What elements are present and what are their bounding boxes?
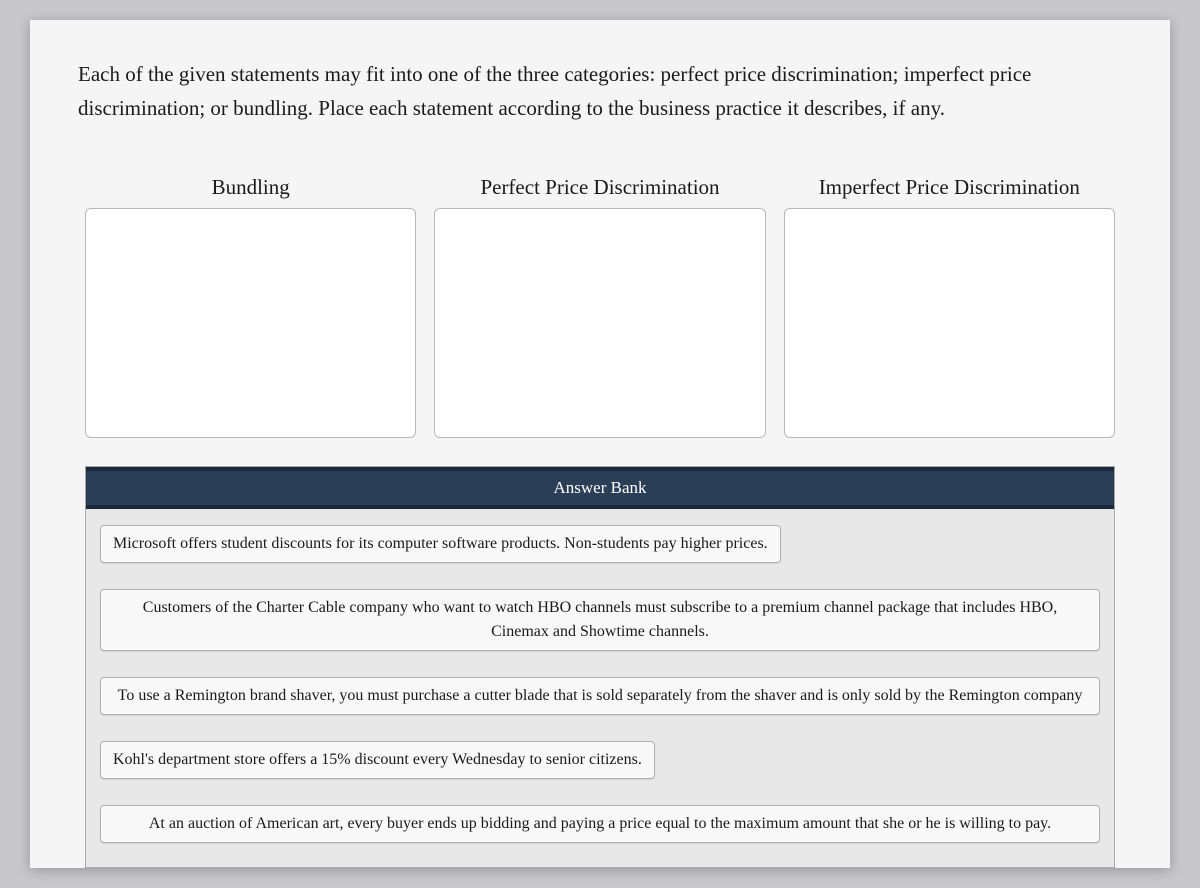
bank-row: Microsoft offers student discounts for i… (100, 525, 1100, 563)
dropzone-bundling[interactable] (85, 208, 416, 438)
bank-item-remington[interactable]: To use a Remington brand shaver, you mus… (100, 677, 1100, 715)
question-page: Each of the given statements may fit int… (30, 20, 1170, 868)
dropzone-imperfect[interactable] (784, 208, 1115, 438)
bank-row: At an auction of American art, every buy… (100, 805, 1100, 843)
bank-row: Customers of the Charter Cable company w… (100, 589, 1100, 651)
bank-row: Kohl's department store offers a 15% dis… (100, 741, 1100, 779)
category-label: Bundling (212, 175, 290, 200)
category-bundling: Bundling (85, 175, 416, 438)
answer-bank-title: Answer Bank (86, 467, 1114, 509)
answer-bank: Answer Bank Microsoft offers student dis… (85, 466, 1115, 868)
category-imperfect: Imperfect Price Discrimination (784, 175, 1115, 438)
category-label: Imperfect Price Discrimination (819, 175, 1080, 200)
category-label: Perfect Price Discrimination (480, 175, 719, 200)
dropzone-perfect[interactable] (434, 208, 765, 438)
bank-row: To use a Remington brand shaver, you mus… (100, 677, 1100, 715)
bank-item-charter[interactable]: Customers of the Charter Cable company w… (100, 589, 1100, 651)
bank-item-kohls[interactable]: Kohl's department store offers a 15% dis… (100, 741, 655, 779)
answer-bank-body: Microsoft offers student discounts for i… (86, 509, 1114, 867)
instructions-text: Each of the given statements may fit int… (30, 20, 1170, 145)
category-perfect: Perfect Price Discrimination (434, 175, 765, 438)
categories-row: Bundling Perfect Price Discrimination Im… (30, 145, 1170, 438)
bank-item-auction[interactable]: At an auction of American art, every buy… (100, 805, 1100, 843)
bank-item-microsoft[interactable]: Microsoft offers student discounts for i… (100, 525, 781, 563)
